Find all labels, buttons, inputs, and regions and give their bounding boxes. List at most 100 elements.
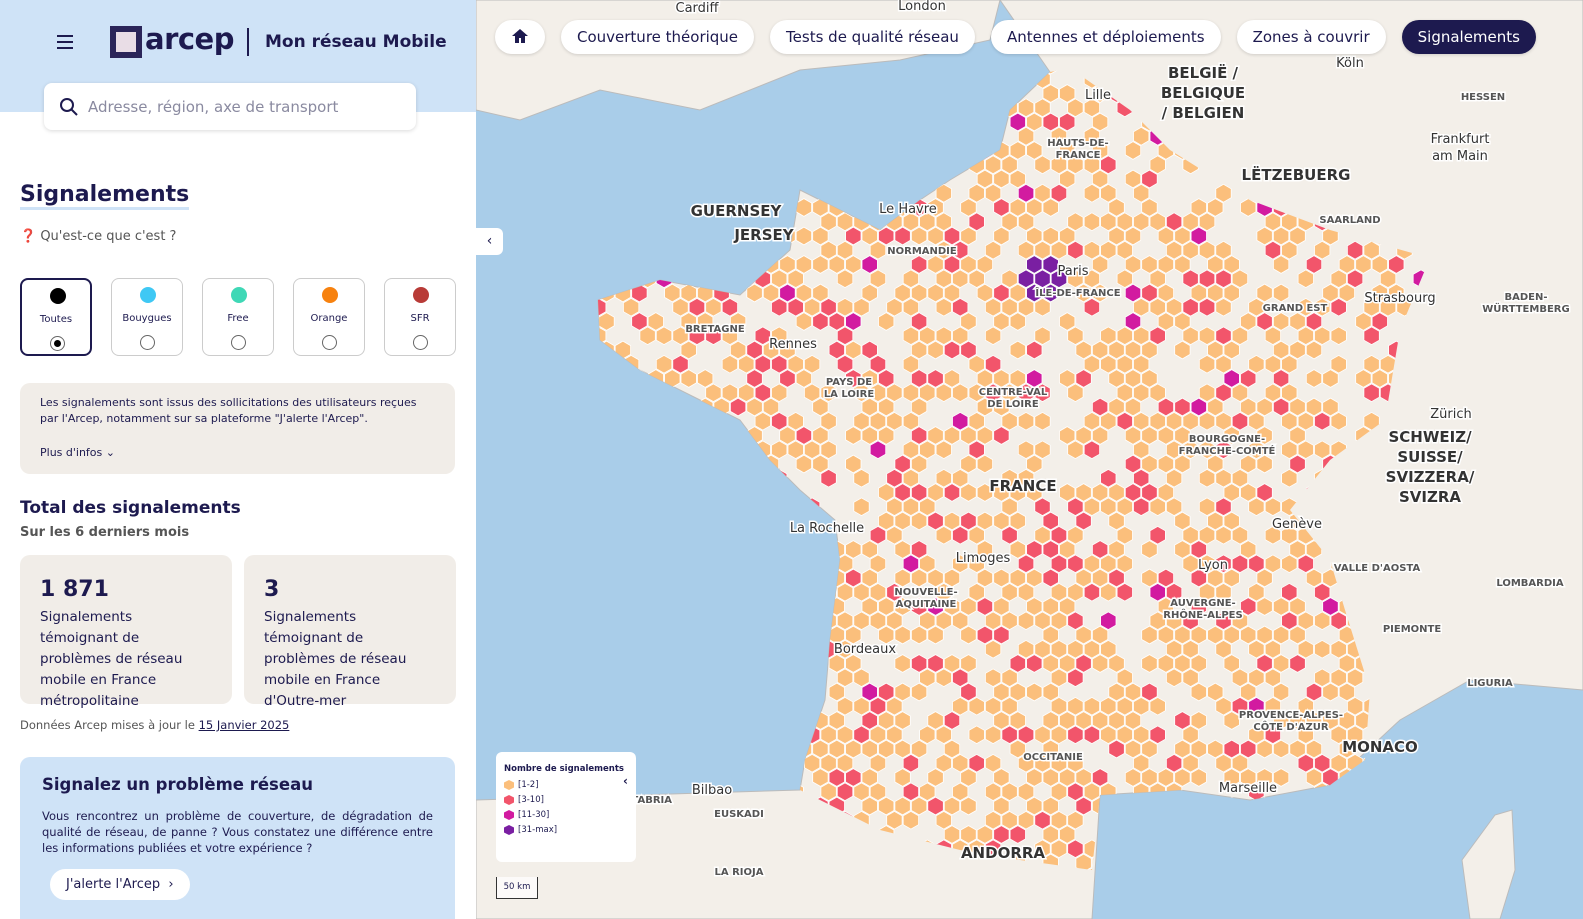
hex-cell xyxy=(688,696,706,716)
hex-cell xyxy=(705,497,722,517)
operator-radio[interactable] xyxy=(140,335,155,350)
nav-tab[interactable]: Antennes et déploiements xyxy=(990,20,1221,54)
hex-cell xyxy=(943,369,961,388)
hex-cell xyxy=(1092,654,1109,673)
collapse-panel[interactable]: ‹ xyxy=(476,228,503,255)
hex-cell xyxy=(845,112,862,132)
map[interactable]: Cardiff London Köln HESSEN BELGIË / BELGIQUE /… xyxy=(476,0,1583,919)
hex-cell xyxy=(960,625,977,645)
hex-cell xyxy=(878,112,895,132)
hex-cell xyxy=(845,255,862,274)
operator-option[interactable]: Orange xyxy=(293,278,365,356)
hex-cell xyxy=(820,468,837,488)
hex-cell xyxy=(1182,554,1199,574)
hex-cell xyxy=(1182,668,1199,688)
hex-cell xyxy=(1108,369,1125,388)
legend-label: [3-10] xyxy=(518,795,544,805)
search-box[interactable]: Adresse, région, axe de transport xyxy=(44,83,416,130)
hex-cell xyxy=(1108,198,1125,217)
hex-cell xyxy=(1182,411,1199,431)
hex-cell xyxy=(820,782,837,802)
hex-cell xyxy=(721,525,739,545)
hex-cell xyxy=(1042,654,1059,673)
hex-cell xyxy=(1305,739,1323,759)
hex-cell xyxy=(779,84,796,103)
more-info[interactable]: Plus d'infos ⌄ xyxy=(40,446,115,459)
hex-cell xyxy=(1338,796,1355,816)
hex-cell xyxy=(1050,582,1068,602)
hex-cell xyxy=(787,554,804,574)
hex-cell xyxy=(927,654,944,673)
nav-tab[interactable]: Zones à couvrir xyxy=(1236,20,1386,54)
home-button[interactable] xyxy=(495,20,545,54)
hex-cell xyxy=(812,112,829,132)
hex-cell xyxy=(779,112,796,132)
hex-cell xyxy=(598,269,607,289)
hex-cell xyxy=(787,582,804,602)
hex-cell xyxy=(828,768,845,787)
hex-cell xyxy=(976,169,993,189)
hex-cell xyxy=(1281,354,1298,374)
hex-cell xyxy=(960,454,977,474)
hex-cell xyxy=(754,582,771,602)
hex-cell xyxy=(984,725,1002,745)
operator-radio[interactable] xyxy=(322,335,337,350)
hex-cell xyxy=(754,126,771,146)
hex-cell xyxy=(1001,582,1018,602)
hex-cell xyxy=(894,796,911,816)
hex-cell xyxy=(680,397,697,417)
legend-swatch xyxy=(504,825,514,835)
cta-button[interactable]: J'alerte l'Arcep › xyxy=(50,869,190,900)
hex-cell xyxy=(721,696,739,716)
hex-cell xyxy=(910,255,928,274)
hex-cell xyxy=(861,768,878,787)
hex-cell xyxy=(598,411,607,431)
hex-cell xyxy=(639,383,656,403)
operator-option[interactable]: SFR xyxy=(384,278,456,356)
hex-cell xyxy=(1338,711,1355,730)
hex-cell xyxy=(729,739,747,759)
hex-cell xyxy=(1454,826,1469,844)
hex-cell xyxy=(738,440,755,460)
update-date[interactable]: 15 Janvier 2025 xyxy=(198,718,290,732)
hex-cell xyxy=(1338,739,1355,759)
nav-tab[interactable]: Couverture théorique xyxy=(561,20,755,54)
hex-cell xyxy=(1083,240,1100,260)
hex-cell xyxy=(910,511,928,531)
hex-cell xyxy=(1264,383,1281,403)
hex-cell xyxy=(1149,411,1166,431)
hex-cell xyxy=(705,383,722,403)
hex-cell xyxy=(869,98,887,118)
hex-cell xyxy=(1355,255,1372,274)
operator-radio[interactable] xyxy=(50,336,65,351)
operator-option[interactable]: Bouygues xyxy=(111,278,183,356)
menu-button[interactable] xyxy=(57,35,73,53)
hex-cell xyxy=(1273,825,1290,844)
hex-cell xyxy=(1371,283,1388,303)
logo[interactable]: arcep xyxy=(145,22,235,56)
legend-toggle[interactable]: ‹ xyxy=(623,774,628,788)
hex-cell xyxy=(968,183,985,203)
hex-cell xyxy=(614,711,632,730)
operator-option[interactable]: Free xyxy=(202,278,274,356)
hex-cell xyxy=(1009,654,1026,673)
legend-label: [1-2] xyxy=(518,780,539,790)
operator-radio[interactable] xyxy=(231,335,246,350)
operator-option[interactable]: Toutes xyxy=(20,278,92,356)
hex-cell xyxy=(1248,725,1265,745)
hex-cell xyxy=(1198,839,1216,859)
hex-cell xyxy=(1363,867,1380,870)
hex-cell xyxy=(705,611,722,631)
operator-radio[interactable] xyxy=(413,335,428,350)
help-link[interactable]: ❓ Qu'est-ce que c'est ? xyxy=(20,229,176,244)
hex-cell xyxy=(1297,725,1314,745)
hex-cell xyxy=(631,312,648,331)
hex-cell xyxy=(894,483,911,502)
nav-tab[interactable]: Tests de qualité réseau xyxy=(770,20,975,54)
hex-cell xyxy=(1075,711,1092,730)
hex-cell xyxy=(984,696,1002,716)
nav-tab[interactable]: Signalements xyxy=(1401,20,1536,54)
hex-cell xyxy=(1075,483,1092,502)
hex-cell xyxy=(1289,853,1306,870)
hex-cell xyxy=(647,454,664,474)
